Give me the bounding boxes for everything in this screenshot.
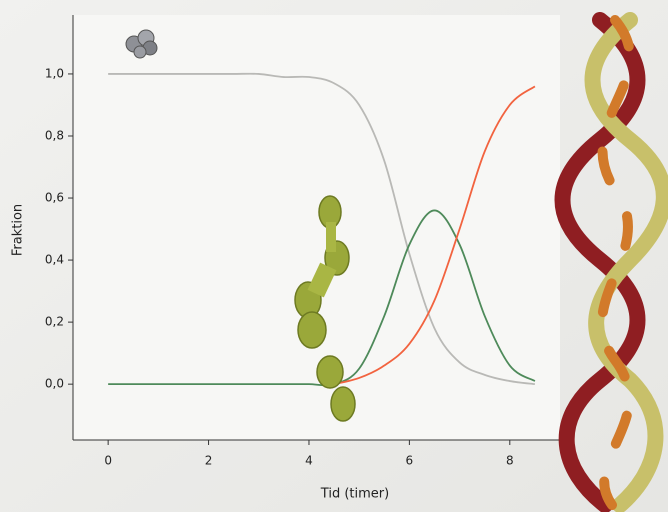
x-tick-label: 0: [104, 454, 112, 468]
x-tick-label: 8: [506, 454, 514, 468]
y-tick-label: 1,0: [45, 66, 64, 80]
x-tick-label: 4: [305, 454, 313, 468]
plot-area: 0,0 0,2 0,4 0,6 0,8 1,0 0 2 4 6 8: [45, 15, 560, 468]
x-axis-title: Tid (timer): [320, 487, 389, 502]
oligomer-illustration: [294, 195, 356, 422]
fibril-illustration: [554, 12, 668, 512]
monomer-illustration: [125, 29, 158, 59]
y-tick-label: 0,2: [45, 315, 64, 329]
x-tick-label: 2: [205, 454, 213, 468]
series-line: [108, 72, 536, 386]
x-tick-label: 6: [406, 454, 414, 468]
y-tick-label: 0,6: [45, 191, 64, 205]
series-line: [333, 85, 536, 386]
y-tick-label: 0,0: [45, 377, 64, 391]
y-tick-label: 0,8: [45, 128, 64, 142]
y-tick-label: 0,4: [45, 253, 64, 267]
y-axis-title: Fraktion: [11, 204, 26, 256]
